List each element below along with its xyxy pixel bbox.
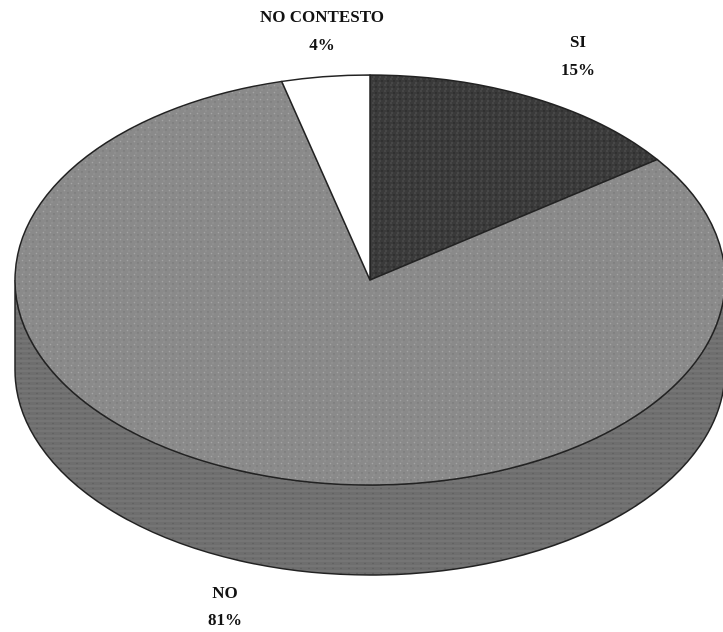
slice-label-no: NO: [212, 583, 238, 602]
slice-value-no: 81%: [208, 610, 242, 629]
slice-label-no-contesto: NO CONTESTO: [260, 7, 384, 26]
slice-value-no-contesto: 4%: [309, 35, 335, 54]
slice-value-si: 15%: [561, 60, 595, 79]
pie-slice-si: [369, 74, 659, 282]
pie-slice-no-contesto: [280, 74, 371, 281]
pie-slice-no: [14, 80, 723, 486]
slice-label-si: SI: [570, 32, 586, 51]
